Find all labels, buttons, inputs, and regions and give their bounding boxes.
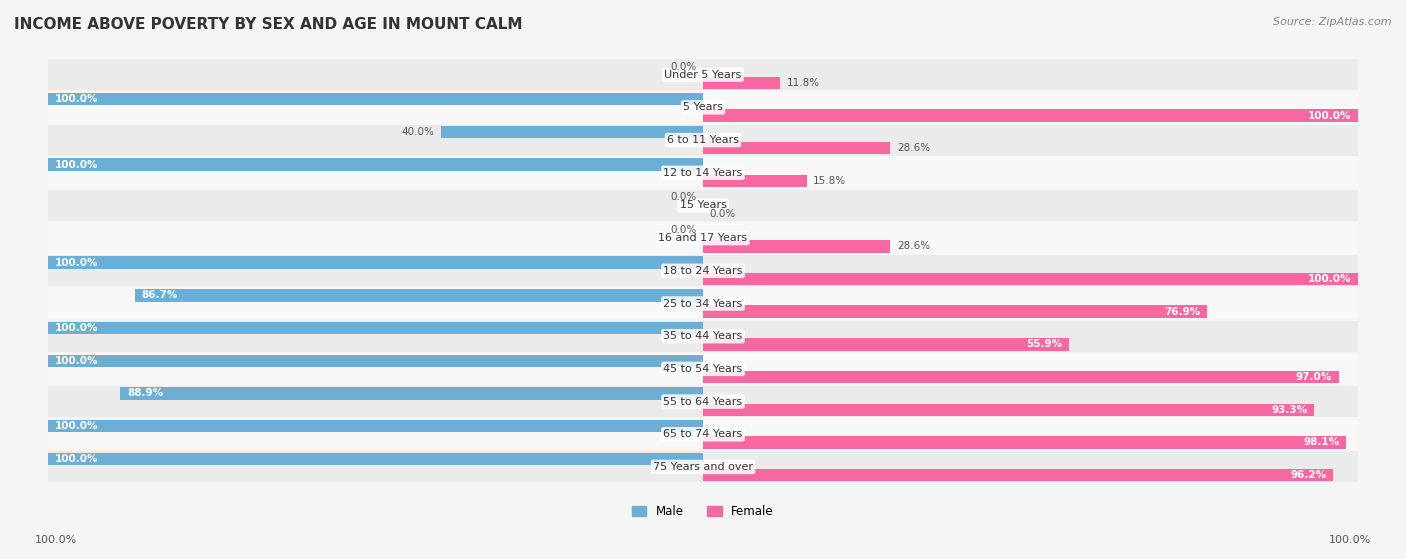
Text: 0.0%: 0.0% — [671, 61, 696, 72]
Text: 76.9%: 76.9% — [1164, 307, 1201, 317]
Text: 65 to 74 Years: 65 to 74 Years — [664, 429, 742, 439]
Bar — [48, 452, 1358, 482]
Bar — [48, 157, 1358, 188]
Bar — [48, 59, 1358, 90]
Text: 35 to 44 Years: 35 to 44 Years — [664, 331, 742, 341]
Legend: Male, Female: Male, Female — [627, 500, 779, 523]
Text: 28.6%: 28.6% — [897, 143, 931, 153]
Text: Source: ZipAtlas.com: Source: ZipAtlas.com — [1274, 17, 1392, 27]
Bar — [48, 158, 703, 171]
Bar — [48, 93, 703, 106]
Bar — [48, 353, 1358, 385]
Bar — [703, 469, 1333, 481]
Text: Under 5 Years: Under 5 Years — [665, 70, 741, 80]
Text: 98.1%: 98.1% — [1303, 438, 1340, 447]
Bar — [121, 387, 703, 400]
Bar — [48, 419, 1358, 450]
Bar — [48, 354, 703, 367]
Bar — [703, 142, 890, 154]
Text: 100.0%: 100.0% — [55, 94, 98, 104]
Text: 100.0%: 100.0% — [1308, 111, 1351, 121]
Text: 75 Years and over: 75 Years and over — [652, 462, 754, 472]
Text: 0.0%: 0.0% — [671, 192, 696, 202]
Text: 28.6%: 28.6% — [897, 241, 931, 252]
Text: 100.0%: 100.0% — [1329, 535, 1371, 545]
Bar — [48, 321, 1358, 352]
Bar — [48, 386, 1358, 417]
Bar — [703, 110, 1358, 122]
Bar — [703, 240, 890, 253]
Bar — [703, 77, 780, 89]
Bar — [441, 126, 703, 138]
Bar — [703, 305, 1206, 318]
Text: 25 to 34 Years: 25 to 34 Years — [664, 299, 742, 309]
Text: 12 to 14 Years: 12 to 14 Years — [664, 168, 742, 178]
Text: 15.8%: 15.8% — [813, 176, 846, 186]
Bar — [703, 404, 1315, 416]
Bar — [703, 436, 1346, 449]
Bar — [48, 257, 703, 269]
Bar — [48, 453, 703, 465]
Text: 11.8%: 11.8% — [787, 78, 820, 88]
Text: 100.0%: 100.0% — [1308, 274, 1351, 284]
Text: 100.0%: 100.0% — [55, 356, 98, 366]
Text: 93.3%: 93.3% — [1271, 405, 1308, 415]
Text: 96.2%: 96.2% — [1291, 470, 1327, 480]
Text: 97.0%: 97.0% — [1296, 372, 1331, 382]
Text: 100.0%: 100.0% — [55, 323, 98, 333]
Bar — [48, 125, 1358, 155]
Text: 86.7%: 86.7% — [142, 290, 177, 300]
Text: 100.0%: 100.0% — [55, 159, 98, 169]
Text: 16 and 17 Years: 16 and 17 Years — [658, 233, 748, 243]
Text: 100.0%: 100.0% — [55, 258, 98, 268]
Bar — [48, 92, 1358, 123]
Text: 6 to 11 Years: 6 to 11 Years — [666, 135, 740, 145]
Bar — [703, 338, 1070, 350]
Text: 15 Years: 15 Years — [679, 201, 727, 210]
Text: 45 to 54 Years: 45 to 54 Years — [664, 364, 742, 374]
Bar — [48, 255, 1358, 286]
Bar — [135, 289, 703, 301]
Text: INCOME ABOVE POVERTY BY SEX AND AGE IN MOUNT CALM: INCOME ABOVE POVERTY BY SEX AND AGE IN M… — [14, 17, 523, 32]
Bar — [48, 420, 703, 432]
Text: 88.9%: 88.9% — [127, 389, 163, 399]
Text: 0.0%: 0.0% — [671, 225, 696, 235]
Text: 55 to 64 Years: 55 to 64 Years — [664, 396, 742, 406]
Bar — [48, 190, 1358, 221]
Text: 0.0%: 0.0% — [710, 209, 735, 219]
Text: 55.9%: 55.9% — [1026, 339, 1063, 349]
Bar — [703, 371, 1339, 383]
Bar — [48, 322, 703, 334]
Text: 5 Years: 5 Years — [683, 102, 723, 112]
Bar — [48, 288, 1358, 319]
Bar — [48, 222, 1358, 254]
Text: 40.0%: 40.0% — [402, 127, 434, 137]
Text: 100.0%: 100.0% — [55, 421, 98, 431]
Text: 100.0%: 100.0% — [55, 454, 98, 464]
Bar — [703, 175, 807, 187]
Text: 18 to 24 Years: 18 to 24 Years — [664, 266, 742, 276]
Text: 100.0%: 100.0% — [35, 535, 77, 545]
Bar — [703, 273, 1358, 285]
